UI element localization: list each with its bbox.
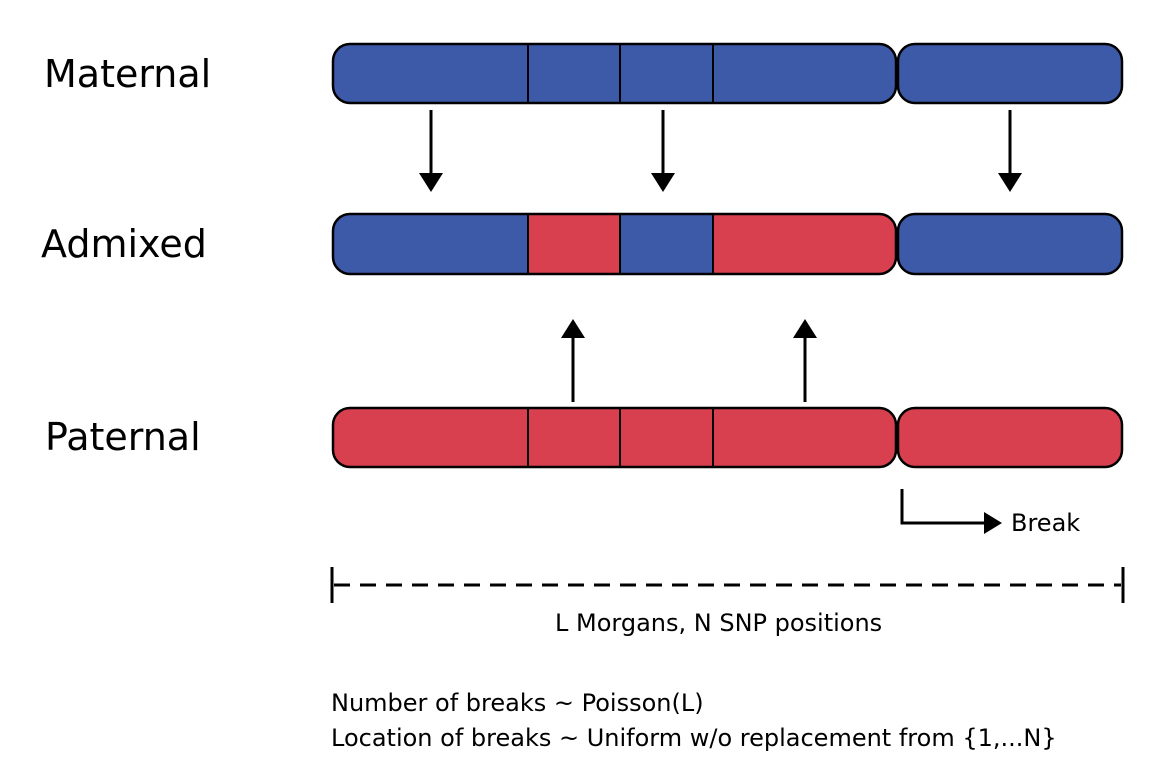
- scale-bar: [330, 567, 1125, 603]
- admixed-left-arm-outline: [331, 212, 898, 276]
- formula-location-of-breaks: Location of breaks ~ Uniform w/o replace…: [331, 724, 1057, 752]
- arrow-down-icon: [651, 110, 675, 192]
- paternal-left-arm: [331, 406, 898, 469]
- admixed-right-arm: [896, 212, 1124, 276]
- admixed-segment-red: [528, 214, 620, 274]
- maternal-label: Maternal: [44, 52, 212, 96]
- arrow-up-icon: [561, 319, 585, 402]
- maternal-chromosome: [331, 42, 1124, 105]
- scale-label: L Morgans, N SNP positions: [555, 609, 883, 637]
- paternal-label: Paternal: [45, 415, 201, 459]
- break-label: Break: [1011, 509, 1081, 537]
- maternal-left-arm: [331, 42, 898, 105]
- admixed-segment-blue: [333, 214, 528, 274]
- formula-number-of-breaks: Number of breaks ~ Poisson(L): [331, 689, 704, 717]
- admixed-chromosome: [331, 212, 1124, 276]
- maternal-right-arm: [896, 42, 1124, 105]
- admixed-segment-blue: [620, 214, 713, 274]
- admixed-segment-red: [713, 214, 896, 274]
- paternal-right-arm: [896, 406, 1124, 469]
- arrow-up-icon: [793, 319, 817, 402]
- admixed-label: Admixed: [41, 222, 207, 266]
- paternal-chromosome: [331, 406, 1124, 469]
- arrow-down-icon: [419, 110, 443, 192]
- arrow-down-icon: [998, 110, 1022, 192]
- break-arrow-icon: [900, 489, 1002, 534]
